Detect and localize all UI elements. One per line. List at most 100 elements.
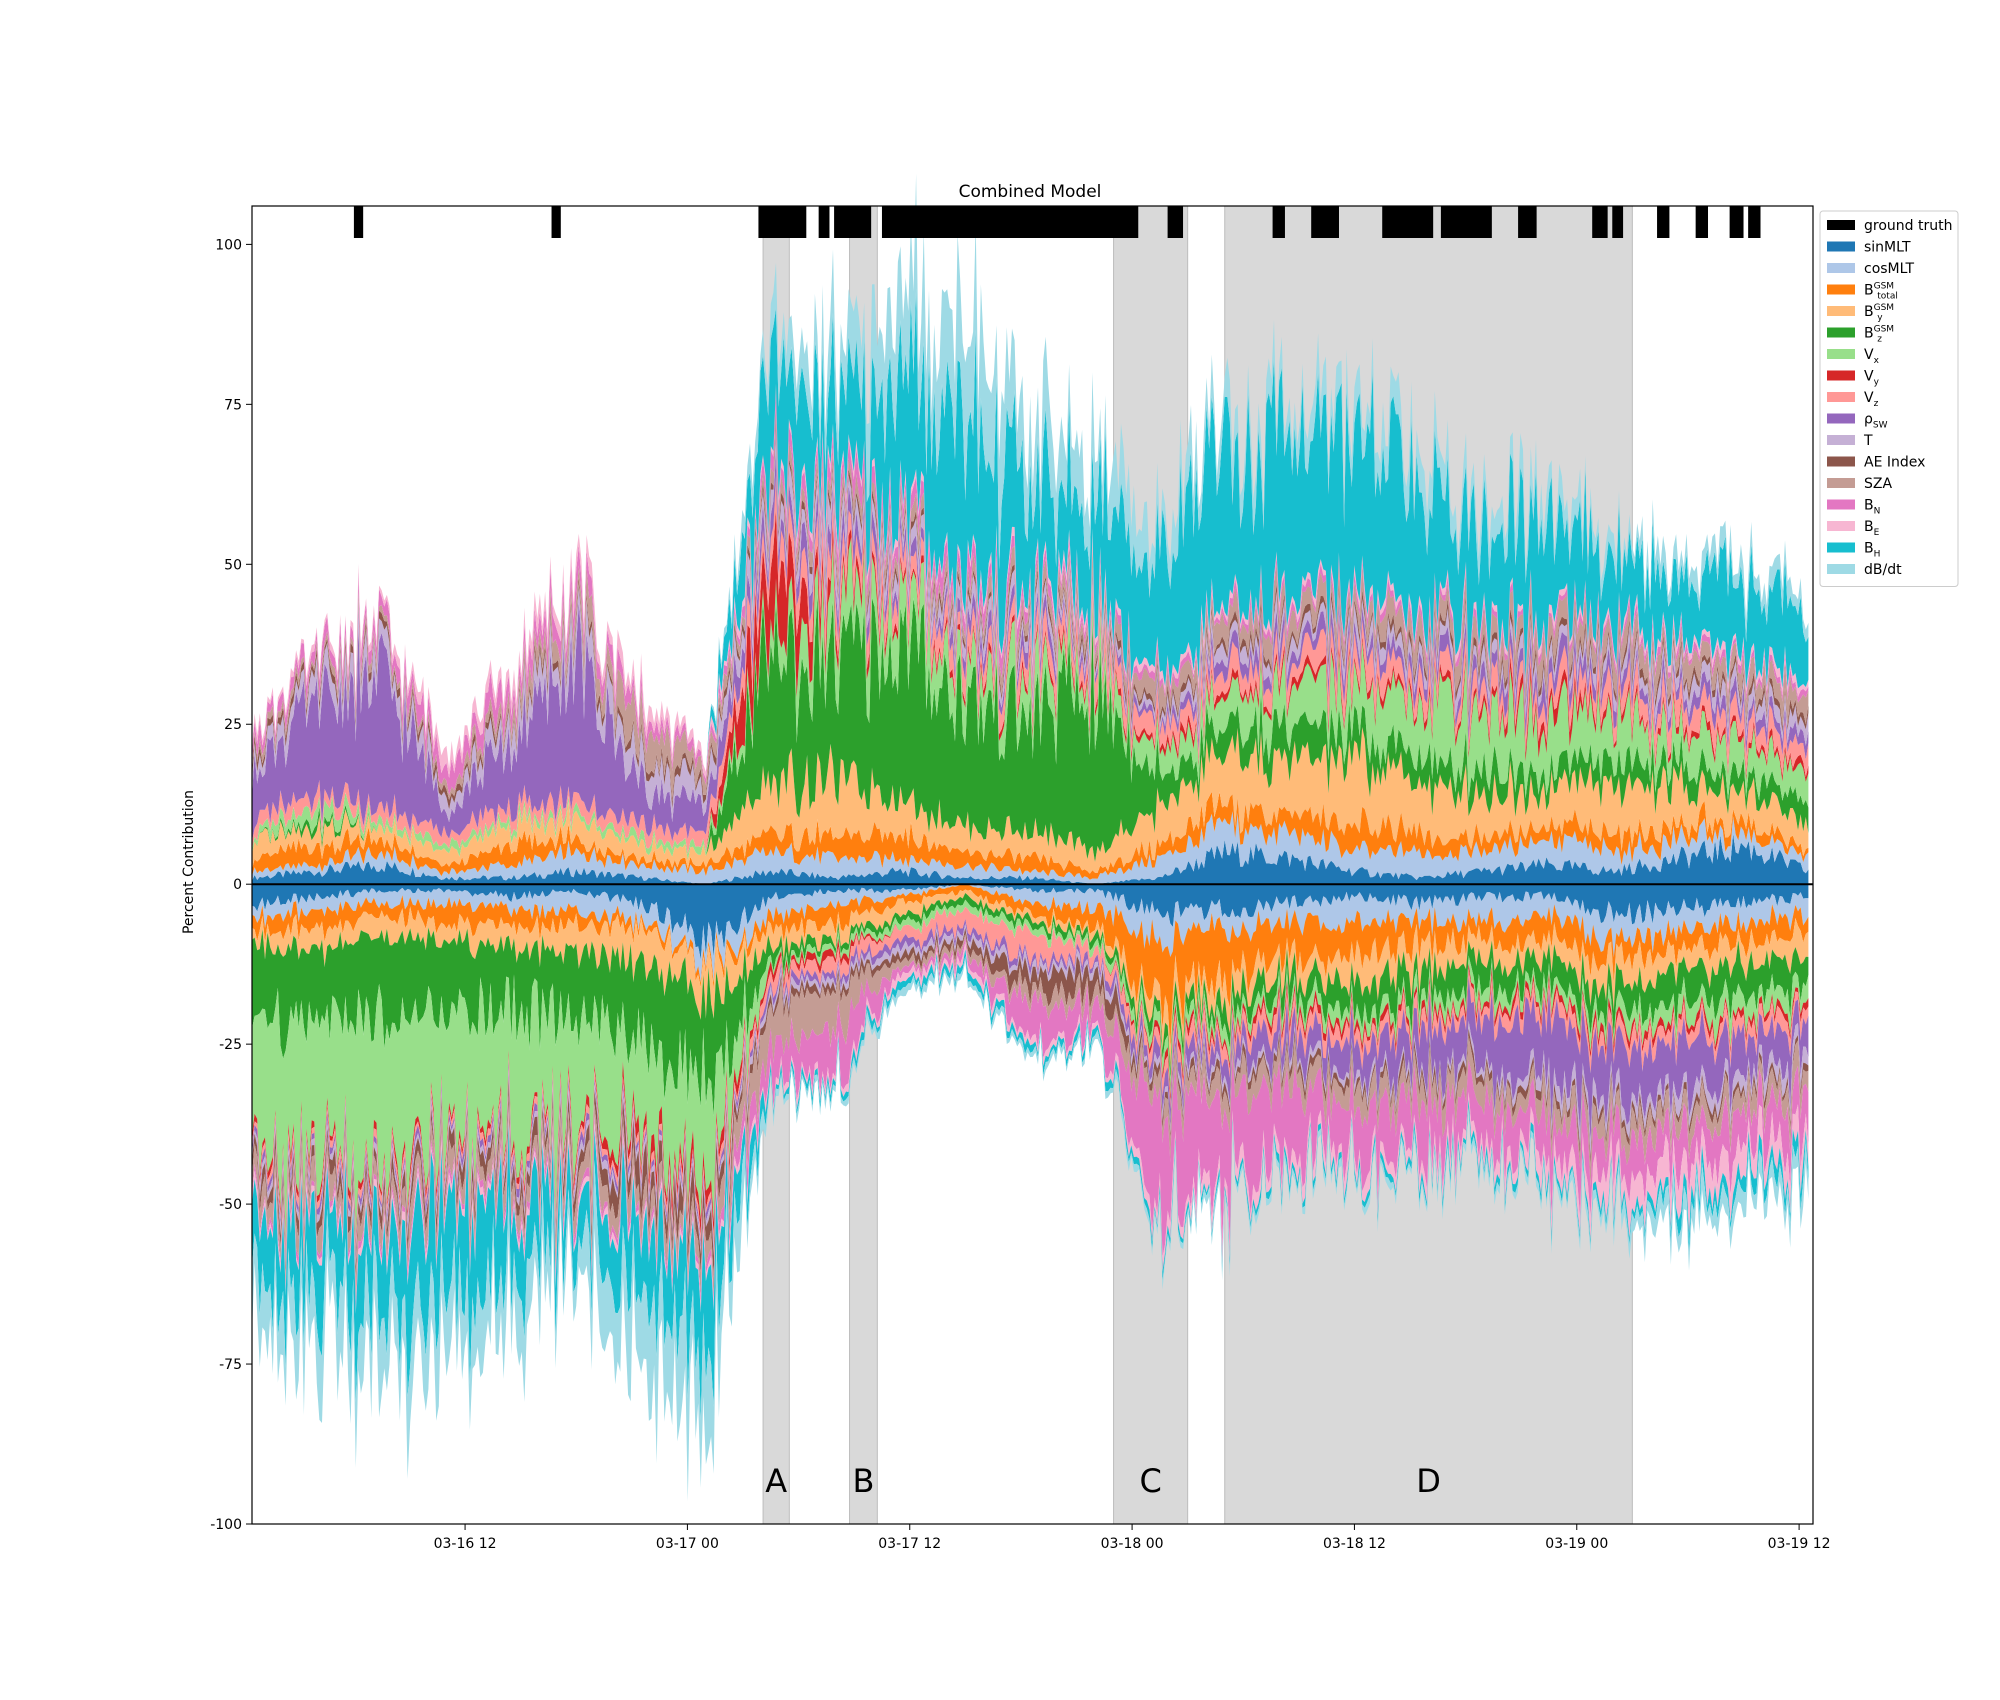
x-tick-label: 03-18 12 [1323,1536,1386,1552]
legend-label: SZA [1864,476,1892,492]
region-label-c: C [1139,1462,1161,1500]
legend-label: Vx [1864,347,1880,366]
y-tick-label: -25 [219,1037,242,1053]
legend-label: Vz [1864,390,1879,409]
legend-swatch [1827,564,1855,574]
y-tick-label: -100 [210,1517,242,1533]
area-t-positive [252,425,1809,823]
legend-swatch [1827,263,1855,273]
ground-truth-event [551,206,561,238]
ground-truth-event [1612,206,1624,238]
legend-swatch [1827,241,1855,252]
ground-truth-event [1518,206,1537,238]
x-tick-label: 03-17 00 [656,1536,719,1552]
area-sinmlt-positive [252,833,1809,885]
legend-label: AE Index [1864,455,1925,471]
region-label-b: B [852,1462,874,1500]
legend-swatch [1827,521,1855,531]
plot-frame [251,205,1814,1525]
ground-truth-event [1592,206,1608,238]
area-sza-positive [252,408,1809,802]
legend-label: ground truth [1864,218,1952,234]
legend-label: T [1863,433,1873,449]
legend-label: BN [1864,498,1880,517]
legend-swatch [1827,284,1855,295]
legend-swatch [1827,327,1855,338]
legend-swatch [1827,435,1855,445]
area-b-n-negative [252,937,1809,1309]
legend-label: sinMLT [1864,240,1911,256]
y-tick-label: 50 [224,557,242,573]
ground-truth-event [353,206,364,238]
legend-swatch [1827,349,1855,359]
legend-label: BH [1864,541,1880,560]
area-b-total-gsm-positive [252,791,1809,880]
y-tick-label: -50 [219,1197,242,1213]
area-cosmlt-positive [252,811,1809,885]
ground-truth-event [1382,206,1434,238]
x-axis: 03-16 12 03-17 00 03-17 12 03-18 00 03-18 12… [434,1524,1831,1552]
y-tick-label: -75 [219,1357,242,1373]
ground-truth-event [834,206,872,238]
chart-title: Combined Model [959,182,1102,202]
x-tick-label: 03-17 12 [878,1536,941,1552]
legend-swatch [1827,499,1855,510]
legend-label: cosMLT [1864,261,1915,277]
area-v-y-negative [252,906,1809,1251]
region-label-a: A [765,1462,787,1500]
y-tick-label: 25 [224,717,242,733]
y-tick-label: 0 [233,877,242,893]
ground-truth-event [1167,206,1184,238]
legend-label: BGSM total [1864,282,1898,302]
legend-box [1819,210,1959,587]
area-v-x-negative [252,899,1809,1245]
x-tick-label: 03-19 12 [1768,1536,1831,1552]
area-b-z-gsm-negative [252,893,1809,1117]
stacked-areas [252,173,1809,1502]
area-db-dt-negative [252,956,1809,1502]
area-b-y-gsm-negative [252,889,1809,1069]
area-b-z-gsm-positive [252,594,1809,862]
ground-truth-events [353,206,1761,238]
ground-truth-event [1748,206,1761,238]
ground-truth-event [1272,206,1285,238]
x-tick-label: 03-18 00 [1101,1536,1164,1552]
area-v-x-positive [252,537,1809,861]
y-axis-label: Percent Contribution [181,790,197,934]
area-t-negative [252,923,1809,1268]
area--sw-positive [252,451,1809,842]
x-tick-label: 03-16 12 [434,1536,497,1552]
legend-label: dB/dt [1864,562,1902,578]
legend-label: ρSW [1864,412,1888,431]
area-b-n-positive [252,390,1809,795]
area-b-y-gsm-positive [252,727,1809,874]
legend-swatch [1827,306,1855,316]
area-sinmlt-negative [252,884,1809,960]
ground-truth-event [881,206,1139,238]
ground-truth-event [818,206,830,238]
legend-swatch [1827,542,1855,553]
area-v-z-negative [252,906,1809,1257]
area-ae-index-negative [252,927,1809,1278]
ground-truth-event [1440,206,1492,238]
legend-label: BGSM y [1864,303,1894,323]
legend-label: BGSM z [1864,325,1894,345]
area-cosmlt-negative [252,884,1809,983]
legend-label: Vy [1864,369,1880,388]
region-label-d: D [1416,1462,1441,1500]
legend-swatch [1827,220,1855,230]
ground-truth-event [1311,206,1339,238]
ground-truth-event [1729,206,1744,238]
legend-label: BE [1864,519,1880,538]
x-tick-label: 03-19 00 [1545,1536,1608,1552]
legend-swatch [1827,413,1855,424]
area-v-z-positive [252,475,1809,855]
y-tick-label: 100 [215,237,242,253]
area-b-h-negative [252,949,1809,1421]
region-labels: A B C D [765,1462,1441,1500]
area--sw-negative [252,919,1809,1262]
legend-swatch [1827,456,1855,467]
ground-truth-event [1695,206,1709,238]
